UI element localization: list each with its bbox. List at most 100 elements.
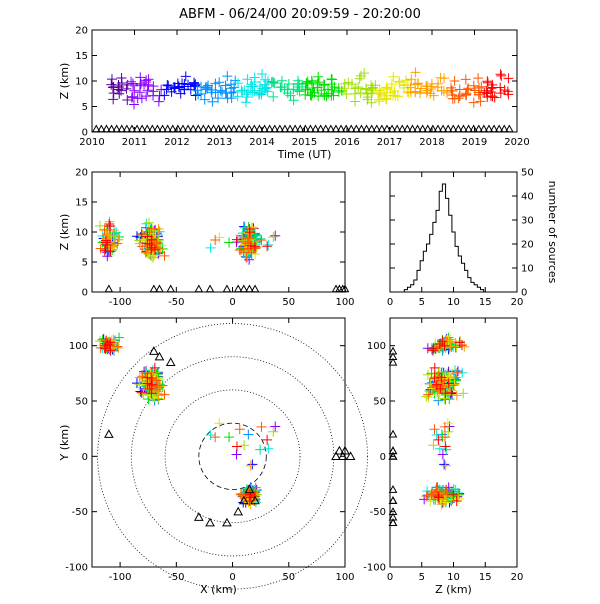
source-marker: [423, 389, 434, 400]
x-tick-label: 2013: [207, 137, 232, 148]
source-marker: [276, 81, 287, 92]
source-marker: [454, 337, 465, 348]
source-marker: [149, 250, 160, 261]
y-axis-label: Z (km): [58, 214, 71, 251]
source-marker: [262, 241, 273, 252]
x-tick-label: 20: [511, 297, 524, 308]
source-marker: [448, 380, 459, 391]
source-marker: [143, 217, 154, 228]
source-marker: [437, 336, 448, 347]
station-marker: [148, 346, 159, 355]
source-marker: [431, 430, 442, 441]
source-marker: [328, 90, 339, 101]
source-marker: [159, 389, 170, 400]
source-marker: [136, 229, 147, 240]
y-tick-label: 0: [82, 452, 88, 463]
plot-frame: [91, 317, 346, 568]
station-marker: [168, 124, 178, 133]
x-tick-label: 0: [229, 572, 235, 583]
y-tick-label: 10: [521, 264, 534, 275]
source-marker: [440, 460, 451, 471]
station-marker: [474, 124, 484, 133]
source-marker: [439, 432, 450, 443]
source-marker: [374, 96, 385, 107]
source-marker: [108, 94, 119, 105]
source-marker: [440, 441, 451, 452]
source-marker: [144, 239, 155, 250]
x-tick-label: 2019: [462, 137, 487, 148]
station-marker: [224, 124, 234, 133]
station-marker: [239, 284, 249, 293]
source-marker: [105, 337, 116, 348]
source-marker: [439, 340, 450, 351]
station-marker: [270, 124, 280, 133]
source-marker: [233, 78, 244, 89]
station-marker: [104, 429, 114, 438]
source-marker: [425, 83, 436, 94]
source-marker: [452, 367, 463, 378]
source-marker: [189, 80, 200, 91]
source-marker: [361, 84, 372, 95]
source-marker: [392, 91, 403, 102]
source-marker: [454, 91, 465, 102]
source-marker: [148, 81, 159, 92]
source-marker: [192, 85, 203, 96]
source-marker: [473, 73, 484, 84]
station-marker: [290, 124, 300, 133]
source-marker: [155, 244, 166, 255]
station-marker: [392, 124, 402, 133]
station-marker: [423, 124, 433, 133]
source-marker: [440, 342, 451, 353]
source-marker: [238, 247, 249, 258]
station-marker: [388, 507, 398, 515]
source-marker: [439, 459, 450, 470]
station-marker: [188, 124, 198, 133]
station-marker: [142, 124, 152, 133]
y-tick-label: 10: [75, 228, 88, 239]
source-marker: [468, 80, 479, 91]
x-tick-label: 100: [335, 297, 354, 308]
source-marker: [313, 71, 324, 82]
source-marker: [108, 230, 119, 241]
source-marker: [440, 388, 451, 399]
source-marker: [243, 86, 254, 97]
source-marker: [268, 426, 279, 437]
source-marker: [220, 80, 231, 91]
source-marker: [129, 99, 140, 110]
station-marker: [331, 451, 341, 461]
source-marker: [152, 380, 163, 391]
source-marker: [138, 389, 149, 400]
source-marker: [366, 88, 377, 99]
source-marker: [468, 97, 479, 108]
source-marker: [476, 81, 487, 92]
source-marker: [354, 73, 365, 84]
source-marker: [207, 96, 218, 107]
source-marker: [279, 84, 290, 95]
source-marker: [146, 379, 157, 390]
source-marker: [231, 441, 242, 452]
source-marker: [146, 388, 157, 399]
station-marker: [199, 124, 208, 133]
station-marker: [238, 495, 249, 505]
source-marker: [451, 390, 462, 401]
station-marker: [382, 124, 392, 133]
source-marker: [434, 443, 445, 454]
x-tick-label: 100: [335, 572, 354, 583]
source-marker: [268, 91, 279, 102]
station-marker: [209, 124, 218, 133]
station-marker: [205, 284, 215, 293]
station-marker: [107, 124, 116, 133]
y-tick-label: 100: [69, 341, 88, 352]
station-marker: [433, 124, 443, 133]
x-tick-label: 2010: [79, 137, 104, 148]
station-marker: [250, 495, 260, 505]
y-tick-label: 50: [373, 397, 386, 408]
station-marker: [155, 284, 164, 293]
station-marker: [280, 124, 290, 133]
x-tick-label: 0: [387, 572, 393, 583]
y-tick-label: -50: [370, 507, 386, 518]
source-marker: [301, 77, 312, 88]
source-marker: [256, 235, 267, 246]
station-marker: [166, 284, 176, 293]
station-marker: [222, 517, 232, 527]
